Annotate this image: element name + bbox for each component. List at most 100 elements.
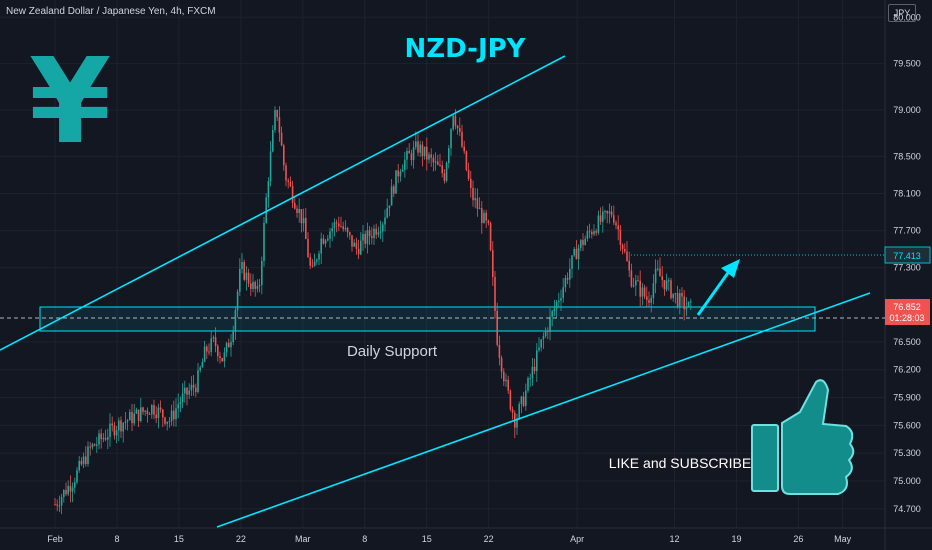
candle-body bbox=[663, 280, 666, 290]
candle-body bbox=[654, 268, 657, 284]
daily-support-zone[interactable] bbox=[39, 306, 816, 332]
candle-body bbox=[478, 208, 481, 210]
candle-body bbox=[615, 222, 617, 226]
projection-arrow-shaft bbox=[696, 269, 732, 316]
candle-body bbox=[487, 220, 490, 224]
candle-body bbox=[60, 497, 63, 506]
price-tick-label: 76.500 bbox=[893, 337, 921, 347]
candle-body bbox=[401, 169, 404, 172]
candle-body bbox=[333, 222, 336, 229]
candle-body bbox=[593, 231, 595, 235]
price-axis[interactable]: 80.000 79.500 79.000 78.500 78.100 77.700 77.3… bbox=[893, 12, 921, 514]
candle-body bbox=[307, 238, 309, 258]
candle-body bbox=[287, 180, 289, 182]
candle-body bbox=[298, 209, 300, 213]
candle-body bbox=[428, 154, 430, 160]
thumbs-up-icon bbox=[751, 379, 855, 495]
candle-body bbox=[540, 339, 542, 348]
candle-body bbox=[137, 409, 140, 421]
candle-body bbox=[274, 110, 276, 131]
candle-body bbox=[267, 181, 270, 198]
price-tick-label: 78.100 bbox=[893, 188, 921, 198]
candle-body bbox=[509, 390, 512, 410]
candle-body bbox=[595, 231, 597, 233]
candle-body bbox=[641, 287, 644, 297]
time-axis[interactable]: Feb 8 15 22 Mar 8 15 22 Apr 12 19 26 May bbox=[47, 534, 851, 544]
candle-body bbox=[78, 460, 80, 471]
candle-body bbox=[159, 407, 162, 410]
candle-body bbox=[573, 248, 575, 256]
candle-body bbox=[120, 420, 122, 432]
candle-body bbox=[212, 337, 215, 339]
currency-badge[interactable]: JPY bbox=[888, 4, 916, 22]
price-tick-label: 75.900 bbox=[893, 393, 921, 403]
candle-body bbox=[661, 276, 663, 281]
candle-body bbox=[206, 346, 208, 352]
candle-body bbox=[173, 410, 175, 420]
candle-body bbox=[179, 401, 182, 405]
candle-body bbox=[503, 371, 505, 382]
candle-body bbox=[223, 352, 226, 362]
candle-body bbox=[496, 310, 498, 345]
candle-body bbox=[157, 407, 160, 419]
candle-body bbox=[415, 141, 417, 148]
candle-body bbox=[155, 414, 157, 419]
candle-body bbox=[456, 125, 459, 129]
candle-body bbox=[637, 280, 639, 282]
candle-body bbox=[71, 487, 74, 492]
candle-body bbox=[272, 130, 274, 152]
candle-body bbox=[100, 433, 102, 440]
candle-body bbox=[122, 423, 124, 432]
candle-body bbox=[327, 238, 329, 241]
candle-body bbox=[558, 300, 560, 302]
upper-channel-trendline[interactable] bbox=[0, 55, 566, 351]
candle-body bbox=[296, 208, 298, 213]
candle-body bbox=[619, 229, 622, 245]
candle-body bbox=[571, 255, 573, 269]
time-tick-label: Feb bbox=[47, 534, 63, 544]
daily-support-label: Daily Support bbox=[347, 343, 438, 360]
candle-body bbox=[294, 202, 296, 209]
price-tick-label: 77.700 bbox=[893, 226, 921, 236]
candle-body bbox=[476, 198, 479, 209]
candle-body bbox=[133, 413, 135, 424]
candle-body bbox=[465, 151, 468, 170]
candle-body bbox=[461, 131, 463, 147]
candle-body bbox=[604, 211, 606, 213]
candle-body bbox=[96, 444, 98, 446]
candle-body bbox=[439, 164, 441, 166]
candle-body bbox=[426, 146, 428, 160]
candle-body bbox=[208, 351, 210, 353]
candle-body bbox=[626, 251, 628, 261]
candle-body bbox=[474, 198, 476, 201]
candle-body bbox=[131, 412, 133, 424]
candle-body bbox=[146, 410, 149, 414]
candle-body bbox=[162, 409, 164, 418]
candle-body bbox=[366, 230, 369, 244]
candle-body bbox=[417, 141, 419, 153]
candle-body bbox=[606, 211, 608, 214]
candle-body bbox=[441, 165, 443, 174]
candle-body bbox=[485, 212, 487, 221]
candle-body bbox=[111, 423, 113, 426]
candle-body bbox=[230, 341, 232, 348]
candle-body bbox=[668, 280, 670, 282]
time-tick-label: 8 bbox=[362, 534, 367, 544]
candle-body bbox=[241, 262, 243, 269]
price-tick-label: 79.000 bbox=[893, 105, 921, 115]
candle-body bbox=[203, 346, 206, 362]
candle-body bbox=[459, 128, 461, 132]
candle-body bbox=[379, 231, 382, 233]
candle-body bbox=[316, 259, 318, 262]
candle-body bbox=[498, 344, 501, 358]
candle-body bbox=[184, 387, 186, 394]
candle-body bbox=[463, 146, 465, 152]
candle-body bbox=[67, 485, 69, 495]
candle-body bbox=[313, 261, 316, 267]
candle-body bbox=[151, 405, 153, 415]
candle-body bbox=[364, 233, 366, 244]
candle-body bbox=[265, 197, 267, 223]
lower-channel-trendline[interactable] bbox=[216, 292, 871, 528]
candle-body bbox=[340, 226, 342, 228]
